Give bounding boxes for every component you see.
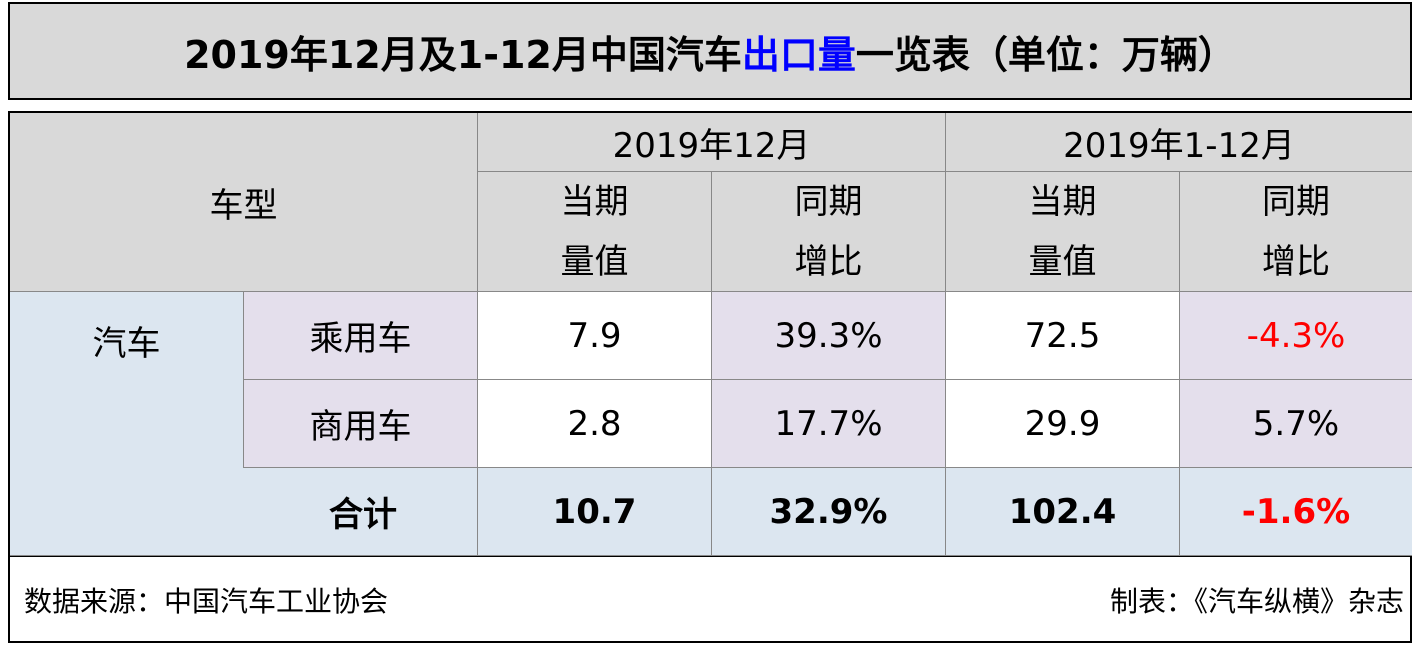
header-text: 当期量值: [560, 181, 629, 282]
header-cell: 同期增比: [712, 172, 946, 292]
total-cell: 10.7: [478, 468, 712, 556]
footer: 数据来源：中国汽车工业协会 制表：《汽车纵横》杂志: [10, 556, 1412, 643]
cell: 7.9: [478, 292, 712, 380]
header-cell: 同期增比: [1180, 172, 1412, 292]
row-label: 商用车: [244, 380, 478, 468]
total-cell: -1.6%: [1180, 468, 1412, 556]
table: 车型 2019年12月 2019年1-12月 当期量值 同期增比 当期量值 同期…: [8, 111, 1412, 643]
header-cell: 2019年12月: [478, 113, 946, 172]
title-box: 2019年12月及1-12月中国汽车 出口量 一览表（单位：万辆）: [8, 2, 1412, 100]
header-cell: 车型: [10, 113, 478, 292]
cell: 2.8: [478, 380, 712, 468]
source: 数据来源：中国汽车工业协会: [24, 585, 389, 618]
title-part: 一览表（单位：万辆）: [855, 32, 1236, 77]
title-part: 2019年12月及1-12月中国汽车: [184, 32, 742, 77]
maker: 制表：《汽车纵横》杂志: [1109, 585, 1404, 618]
header-cell: 2019年1-12月: [946, 113, 1412, 172]
row-label: 乘用车: [244, 292, 478, 380]
header-text: 同期增比: [1261, 181, 1330, 282]
group-cell: 汽车: [10, 292, 244, 468]
total-cell: 32.9%: [712, 468, 946, 556]
title-part: 出口量: [741, 32, 856, 77]
total-label: 合计: [10, 468, 478, 556]
header-cell: 当期量值: [946, 172, 1180, 292]
cell: 17.7%: [712, 380, 946, 468]
total-cell: 102.4: [946, 468, 1180, 556]
cell: 72.5: [946, 292, 1180, 380]
cell: 29.9: [946, 380, 1180, 468]
cell: -4.3%: [1180, 292, 1412, 380]
header-cell: 当期量值: [478, 172, 712, 292]
cell: 5.7%: [1180, 380, 1412, 468]
header-text: 当期量值: [1028, 181, 1097, 282]
cell: 39.3%: [712, 292, 946, 380]
header-text: 同期增比: [794, 181, 863, 282]
